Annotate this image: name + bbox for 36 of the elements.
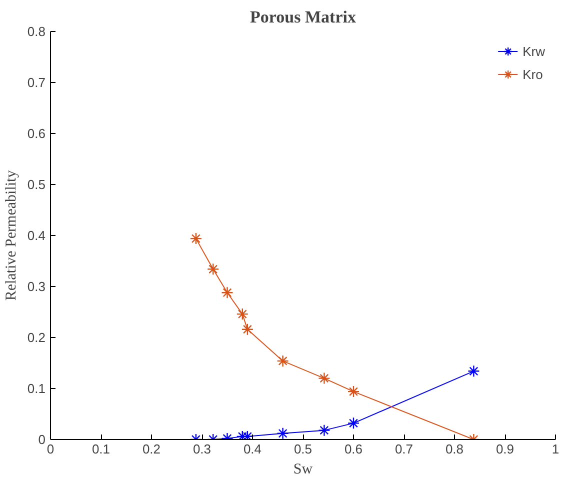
point [347,385,360,398]
y-tick-label: 0.1 [27,381,46,396]
y-tick-label: 0.7 [27,75,46,90]
y-tick-label: 0.6 [27,126,46,141]
x-tick-label: 0.3 [192,442,212,456]
y-axis-title: Relative Permeability [3,170,20,301]
x-tick-label: 0.4 [243,442,262,456]
x-tick-label: 1 [552,442,560,456]
point [276,354,289,368]
point [221,286,234,299]
x-tick-label: 0.6 [344,442,363,456]
y-tick-label: 0.3 [27,279,46,294]
point [241,323,254,336]
x-tick-label: 0.7 [394,442,414,456]
point [318,372,330,384]
point [318,424,330,436]
point [276,427,289,440]
chart-title: Porous Matrix [250,8,356,26]
legend-label: Krw [522,44,545,58]
y-tick-label: 0.4 [27,228,46,243]
x-tick-label: 0.2 [142,442,161,456]
x-tick-label: 0.5 [294,442,312,456]
point [236,308,248,320]
y-tick-label: 0 [38,432,46,447]
x-axis-title: Sw [293,462,313,478]
x-tick-label: 0.8 [445,442,464,456]
point [468,365,480,378]
y-tick-label: 0.2 [27,330,46,345]
point [347,417,360,430]
x-tick-label: 0.9 [496,442,514,456]
point [207,263,220,276]
x-tick-label: 0.1 [92,442,110,456]
point [190,232,202,245]
y-tick-label: 0.8 [27,24,46,39]
y-tick-label: 0.5 [27,177,46,192]
legend-label: Kro [522,66,543,82]
